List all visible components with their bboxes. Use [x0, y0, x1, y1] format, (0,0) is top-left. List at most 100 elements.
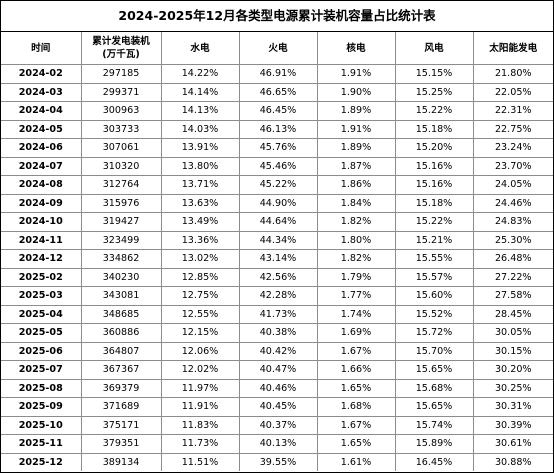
cell-time: 2024-09	[1, 193, 82, 213]
cell-thermal: 44.34%	[238, 230, 318, 250]
cell-wind: 15.72%	[394, 323, 474, 343]
table-row: 2025-08 369379 11.97% 40.46% 1.65% 15.68% 30.2…	[1, 378, 553, 398]
cell-nuclear: 1.82%	[316, 249, 396, 269]
cell-capacity: 310320	[80, 156, 162, 176]
cell-wind: 15.22%	[394, 101, 474, 121]
cell-thermal: 44.90%	[238, 193, 318, 213]
cell-hydro: 12.02%	[160, 360, 240, 380]
cell-hydro: 13.63%	[160, 193, 240, 213]
cell-solar: 30.20%	[472, 360, 553, 380]
table-row: 2025-04 348685 12.55% 41.73% 1.74% 15.52% 28.4…	[1, 304, 553, 324]
cell-time: 2024-08	[1, 175, 82, 195]
header-nuclear: 核电	[316, 32, 396, 65]
cell-thermal: 40.47%	[238, 360, 318, 380]
cell-time: 2024-12	[1, 249, 82, 269]
cell-nuclear: 1.69%	[316, 323, 396, 343]
table-row: 2024-07 310320 13.80% 45.46% 1.87% 15.16% 23.7…	[1, 156, 553, 176]
cell-time: 2024-10	[1, 212, 82, 232]
cell-nuclear: 1.84%	[316, 193, 396, 213]
header-thermal: 火电	[238, 32, 318, 65]
cell-nuclear: 1.89%	[316, 101, 396, 121]
cell-wind: 15.25%	[394, 82, 474, 102]
cell-hydro: 12.06%	[160, 341, 240, 361]
cell-wind: 15.18%	[394, 193, 474, 213]
cell-wind: 15.16%	[394, 156, 474, 176]
cell-capacity: 300963	[80, 101, 162, 121]
table-row: 2024-05 303733 14.03% 46.13% 1.91% 15.18% 22.7…	[1, 119, 553, 139]
cell-hydro: 13.91%	[160, 138, 240, 158]
cell-nuclear: 1.74%	[316, 304, 396, 324]
cell-time: 2025-06	[1, 341, 82, 361]
cell-thermal: 40.42%	[238, 341, 318, 361]
cell-wind: 15.89%	[394, 434, 474, 454]
cell-hydro: 13.80%	[160, 156, 240, 176]
cell-hydro: 11.97%	[160, 378, 240, 398]
cell-time: 2024-03	[1, 82, 82, 102]
cell-wind: 15.15%	[394, 64, 474, 84]
cell-solar: 30.61%	[472, 434, 553, 454]
cell-solar: 23.24%	[472, 138, 553, 158]
cell-wind: 15.60%	[394, 286, 474, 306]
cell-time: 2025-12	[1, 452, 82, 471]
cell-thermal: 44.64%	[238, 212, 318, 232]
cell-nuclear: 1.68%	[316, 397, 396, 417]
cell-thermal: 42.56%	[238, 267, 318, 287]
cell-thermal: 41.73%	[238, 304, 318, 324]
cell-solar: 27.58%	[472, 286, 553, 306]
cell-solar: 27.22%	[472, 267, 553, 287]
cell-thermal: 45.22%	[238, 175, 318, 195]
cell-capacity: 312764	[80, 175, 162, 195]
cell-thermal: 45.76%	[238, 138, 318, 158]
cell-capacity: 389134	[80, 452, 162, 471]
cell-time: 2025-04	[1, 304, 82, 324]
cell-time: 2024-11	[1, 230, 82, 250]
table-row: 2024-04 300963 14.13% 46.45% 1.89% 15.22% 22.3…	[1, 101, 553, 121]
cell-nuclear: 1.80%	[316, 230, 396, 250]
header-solar: 太阳能发电	[472, 32, 553, 65]
header-wind: 风电	[394, 32, 474, 65]
cell-time: 2025-10	[1, 415, 82, 435]
table-row: 2024-10 319427 13.49% 44.64% 1.82% 15.22% 24.8…	[1, 212, 553, 232]
cell-hydro: 13.02%	[160, 249, 240, 269]
cell-nuclear: 1.90%	[316, 82, 396, 102]
cell-capacity: 360886	[80, 323, 162, 343]
cell-capacity: 340230	[80, 267, 162, 287]
header-capacity: 累计发电装机 (万千瓦)	[80, 32, 162, 65]
cell-thermal: 40.37%	[238, 415, 318, 435]
cell-capacity: 367367	[80, 360, 162, 380]
cell-capacity: 334862	[80, 249, 162, 269]
cell-capacity: 371689	[80, 397, 162, 417]
cell-nuclear: 1.65%	[316, 434, 396, 454]
cell-solar: 22.75%	[472, 119, 553, 139]
cell-solar: 21.80%	[472, 64, 553, 84]
cell-thermal: 46.45%	[238, 101, 318, 121]
cell-capacity: 323499	[80, 230, 162, 250]
cell-capacity: 379351	[80, 434, 162, 454]
table-row: 2024-06 307061 13.91% 45.76% 1.89% 15.20% 23.2…	[1, 138, 553, 158]
table-row: 2024-11 323499 13.36% 44.34% 1.80% 15.21% 25.3…	[1, 230, 553, 250]
cell-nuclear: 1.82%	[316, 212, 396, 232]
cell-solar: 28.45%	[472, 304, 553, 324]
cell-capacity: 319427	[80, 212, 162, 232]
cell-nuclear: 1.65%	[316, 378, 396, 398]
cell-hydro: 14.22%	[160, 64, 240, 84]
cell-nuclear: 1.91%	[316, 119, 396, 139]
table-row: 2024-08 312764 13.71% 45.22% 1.86% 15.16% 24.0…	[1, 175, 553, 195]
cell-wind: 15.65%	[394, 397, 474, 417]
header-time: 时间	[1, 32, 82, 65]
header-capacity-line1: 累计发电装机	[92, 36, 150, 47]
cell-wind: 15.16%	[394, 175, 474, 195]
cell-capacity: 299371	[80, 82, 162, 102]
cell-wind: 15.21%	[394, 230, 474, 250]
cell-time: 2025-09	[1, 397, 82, 417]
cell-thermal: 46.13%	[238, 119, 318, 139]
cell-solar: 22.05%	[472, 82, 553, 102]
cell-thermal: 46.65%	[238, 82, 318, 102]
cell-hydro: 12.15%	[160, 323, 240, 343]
cell-solar: 30.88%	[472, 452, 553, 471]
header-capacity-line2: (万千瓦)	[102, 49, 140, 60]
cell-wind: 15.68%	[394, 378, 474, 398]
cell-thermal: 39.55%	[238, 452, 318, 471]
cell-thermal: 42.28%	[238, 286, 318, 306]
table-body: 2024-02 297185 14.22% 46.91% 1.91% 15.15% 21.8…	[1, 64, 553, 471]
